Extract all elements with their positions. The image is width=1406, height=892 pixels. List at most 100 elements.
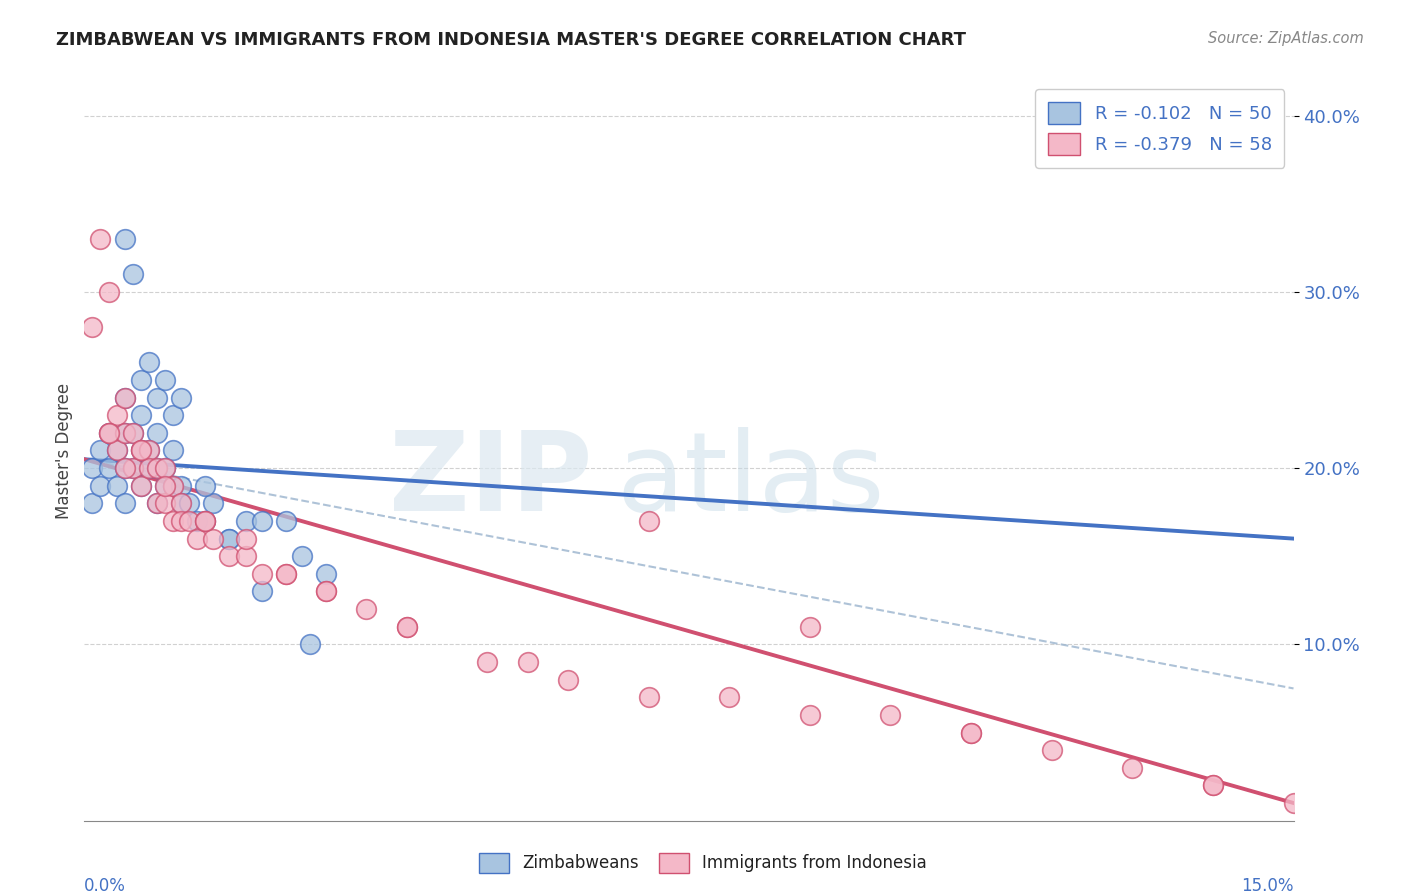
Point	[202, 496, 225, 510]
Point	[138, 461, 160, 475]
Point	[114, 232, 136, 246]
Point	[291, 549, 314, 564]
Legend: Zimbabweans, Immigrants from Indonesia: Zimbabweans, Immigrants from Indonesia	[472, 847, 934, 880]
Point	[395, 620, 418, 634]
Point	[315, 584, 337, 599]
Point	[153, 479, 176, 493]
Point	[194, 479, 217, 493]
Point	[138, 461, 160, 475]
Point	[879, 707, 901, 722]
Point	[299, 637, 322, 651]
Point	[218, 532, 240, 546]
Point	[162, 514, 184, 528]
Point	[170, 391, 193, 405]
Point	[105, 443, 128, 458]
Point	[274, 514, 297, 528]
Point	[516, 655, 538, 669]
Point	[82, 496, 104, 510]
Point	[114, 425, 136, 440]
Text: atlas: atlas	[616, 426, 884, 533]
Point	[138, 443, 160, 458]
Point	[202, 532, 225, 546]
Point	[114, 425, 136, 440]
Point	[89, 443, 111, 458]
Point	[170, 496, 193, 510]
Text: 0.0%: 0.0%	[84, 877, 127, 892]
Point	[153, 373, 176, 387]
Point	[274, 566, 297, 581]
Point	[170, 514, 193, 528]
Text: ZIP: ZIP	[389, 426, 592, 533]
Point	[194, 514, 217, 528]
Point	[477, 655, 499, 669]
Point	[97, 425, 120, 440]
Point	[799, 707, 821, 722]
Point	[1282, 796, 1305, 810]
Point	[250, 566, 273, 581]
Point	[315, 566, 337, 581]
Point	[105, 443, 128, 458]
Point	[129, 443, 152, 458]
Point	[153, 479, 176, 493]
Point	[194, 514, 217, 528]
Point	[799, 620, 821, 634]
Point	[153, 461, 176, 475]
Point	[114, 391, 136, 405]
Point	[97, 461, 120, 475]
Point	[105, 479, 128, 493]
Point	[97, 425, 120, 440]
Point	[1202, 778, 1225, 792]
Point	[1040, 743, 1063, 757]
Point	[114, 496, 136, 510]
Point	[162, 479, 184, 493]
Point	[235, 549, 257, 564]
Point	[138, 443, 160, 458]
Point	[146, 425, 169, 440]
Point	[250, 514, 273, 528]
Point	[121, 425, 143, 440]
Point	[138, 355, 160, 369]
Point	[97, 425, 120, 440]
Point	[179, 496, 201, 510]
Point	[274, 566, 297, 581]
Point	[194, 514, 217, 528]
Point	[235, 514, 257, 528]
Point	[89, 479, 111, 493]
Point	[557, 673, 579, 687]
Point	[121, 461, 143, 475]
Point	[146, 496, 169, 510]
Point	[146, 461, 169, 475]
Point	[170, 479, 193, 493]
Point	[129, 443, 152, 458]
Point	[82, 320, 104, 334]
Point	[114, 461, 136, 475]
Point	[129, 479, 152, 493]
Point	[114, 391, 136, 405]
Point	[186, 514, 208, 528]
Point	[121, 461, 143, 475]
Point	[637, 690, 659, 705]
Point	[146, 391, 169, 405]
Text: ZIMBABWEAN VS IMMIGRANTS FROM INDONESIA MASTER'S DEGREE CORRELATION CHART: ZIMBABWEAN VS IMMIGRANTS FROM INDONESIA …	[56, 31, 966, 49]
Point	[97, 285, 120, 299]
Point	[162, 443, 184, 458]
Point	[129, 479, 152, 493]
Point	[146, 496, 169, 510]
Point	[121, 425, 143, 440]
Point	[82, 461, 104, 475]
Point	[186, 532, 208, 546]
Point	[250, 584, 273, 599]
Text: Source: ZipAtlas.com: Source: ZipAtlas.com	[1208, 31, 1364, 46]
Point	[218, 532, 240, 546]
Point	[356, 602, 378, 616]
Point	[105, 408, 128, 422]
Point	[179, 514, 201, 528]
Point	[153, 496, 176, 510]
Point	[153, 461, 176, 475]
Point	[170, 496, 193, 510]
Point	[162, 408, 184, 422]
Point	[960, 725, 983, 739]
Text: 15.0%: 15.0%	[1241, 877, 1294, 892]
Point	[1202, 778, 1225, 792]
Point	[89, 232, 111, 246]
